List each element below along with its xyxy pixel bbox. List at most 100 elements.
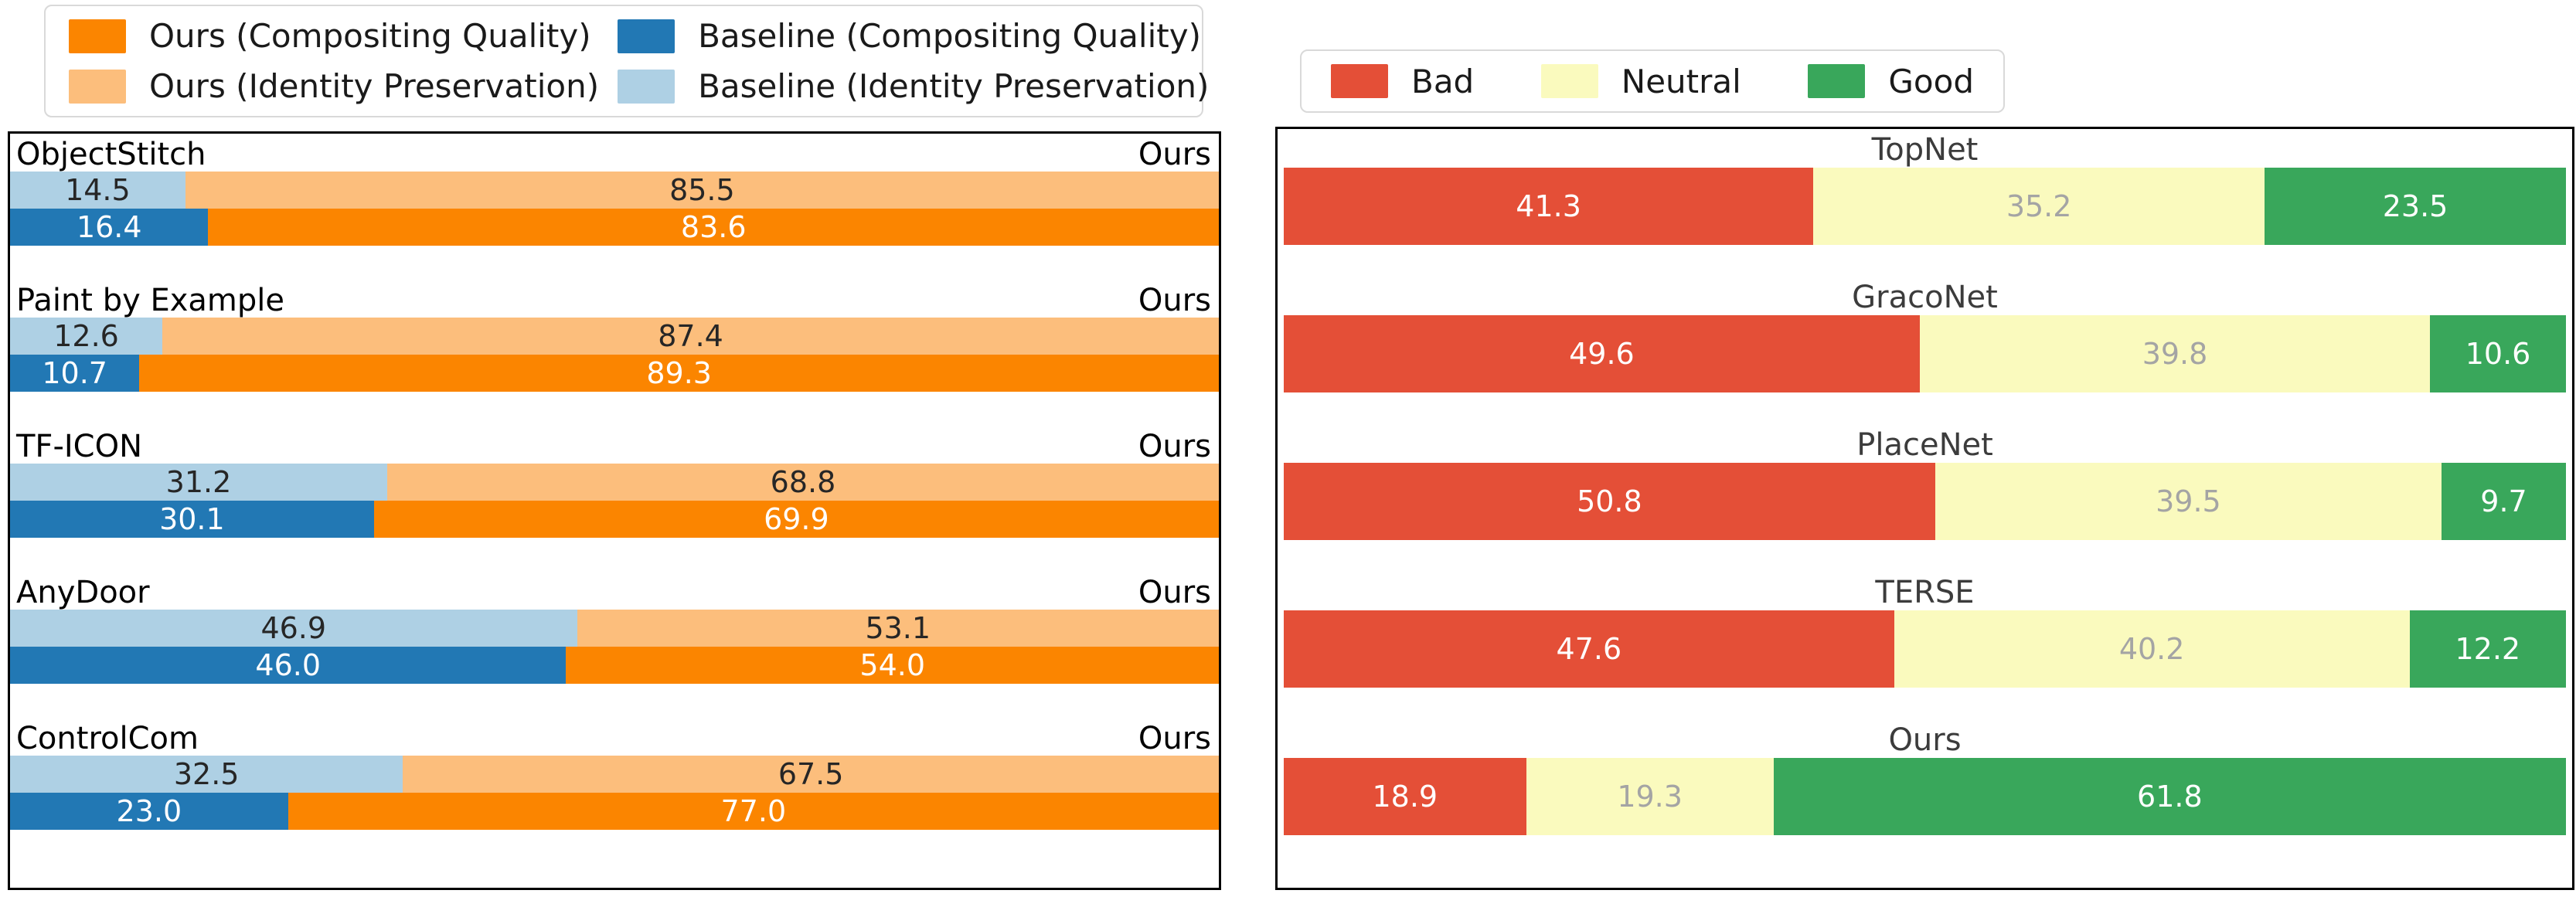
- rating-distribution-chart: TopNet 41.3 35.2 23.5 GracoNet 49.6 39.8 10.6 Pl…: [1275, 127, 2574, 890]
- neutral-segment: 39.8: [1919, 315, 2431, 392]
- legend-label: Neutral: [1621, 62, 1741, 100]
- segment-value: 83.6: [680, 210, 747, 244]
- ours-identity-segment: 68.8: [386, 464, 1219, 501]
- legend-item-good: Good: [1808, 63, 1974, 100]
- baseline-compositing-swatch: [618, 19, 675, 53]
- ours-identity-segment: 53.1: [577, 610, 1219, 647]
- baseline-identity-segment: 31.2: [10, 464, 387, 501]
- segment-value: 68.8: [770, 465, 836, 499]
- rating-group: GracoNet 49.6 39.8 10.6: [1284, 280, 2566, 392]
- identity-preservation-bar: 14.5 85.5: [10, 172, 1219, 209]
- left-chart-legend: Ours (Compositing Quality) Baseline (Com…: [44, 5, 1209, 117]
- ours-identity-segment: 85.5: [185, 172, 1219, 209]
- legend-item-ours-compositing: Ours (Compositing Quality): [69, 17, 599, 55]
- group-title: TERSE: [1875, 575, 1975, 610]
- method-comparison-group: TF-ICON Ours 31.2 68.8 30.1 69.9: [10, 427, 1219, 538]
- method-label: Paint by Example: [16, 283, 285, 318]
- right-chart-legend: Bad Neutral Good: [1300, 49, 2005, 113]
- neutral-segment: 39.5: [1935, 463, 2442, 540]
- rating-group: Ours 18.9 19.3 61.8: [1284, 722, 2566, 835]
- ours-compositing-segment: 83.6: [208, 209, 1219, 246]
- good-segment: 12.2: [2409, 610, 2566, 688]
- segment-value: 14.5: [65, 173, 131, 207]
- bad-segment: 41.3: [1284, 168, 1814, 245]
- segment-value: 85.5: [669, 173, 735, 207]
- segment-value: 12.6: [53, 319, 119, 353]
- compositing-quality-bar: 10.7 89.3: [10, 355, 1219, 392]
- ours-compositing-segment: 54.0: [566, 647, 1219, 684]
- group-header: ObjectStitch Ours: [10, 135, 1219, 172]
- ours-compositing-swatch: [69, 19, 126, 53]
- segment-value: 35.2: [2006, 189, 2072, 223]
- segment-value: 40.2: [2118, 632, 2185, 666]
- bad-swatch: [1331, 64, 1388, 98]
- identity-preservation-bar: 31.2 68.8: [10, 464, 1219, 501]
- segment-value: 69.9: [764, 502, 829, 536]
- segment-value: 61.8: [2137, 780, 2203, 814]
- rating-group: TopNet 41.3 35.2 23.5: [1284, 132, 2566, 245]
- compositing-quality-bar: 16.4 83.6: [10, 209, 1219, 246]
- segment-value: 9.7: [2480, 484, 2527, 518]
- segment-value: 10.7: [42, 356, 107, 390]
- bad-segment: 49.6: [1284, 315, 1920, 392]
- baseline-compositing-segment: 10.7: [10, 355, 140, 392]
- segment-value: 23.0: [116, 794, 182, 828]
- method-label: AnyDoor: [16, 575, 150, 610]
- rating-group: TERSE 47.6 40.2 12.2: [1284, 575, 2566, 688]
- good-segment: 61.8: [1773, 758, 2566, 835]
- method-comparison-group: ControlCom Ours 32.5 67.5 23.0 77.0: [10, 719, 1219, 830]
- ours-identity-segment: 87.4: [162, 318, 1219, 355]
- segment-value: 31.2: [165, 465, 232, 499]
- neutral-segment: 40.2: [1894, 610, 2410, 688]
- legend-label: Ours (Compositing Quality): [149, 17, 591, 55]
- baseline-compositing-segment: 16.4: [10, 209, 209, 246]
- baseline-identity-swatch: [618, 69, 675, 104]
- legend-label: Ours (Identity Preservation): [149, 67, 600, 105]
- legend-item-baseline-compositing: Baseline (Compositing Quality): [618, 17, 1209, 55]
- segment-value: 53.1: [865, 611, 931, 645]
- method-label: ObjectStitch: [16, 137, 206, 172]
- method-comparison-group: AnyDoor Ours 46.9 53.1 46.0 54.0: [10, 573, 1219, 684]
- segment-value: 30.1: [159, 502, 225, 536]
- right-chart-groups: TopNet 41.3 35.2 23.5 GracoNet 49.6 39.8 10.6 Pl…: [1284, 132, 2566, 835]
- ours-label: Ours: [1138, 283, 1211, 318]
- legend-label: Good: [1888, 62, 1974, 100]
- left-chart-groups: ObjectStitch Ours 14.5 85.5 16.4 83.6 Paint by…: [10, 135, 1219, 830]
- baseline-identity-segment: 32.5: [10, 756, 403, 793]
- segment-value: 49.6: [1569, 337, 1635, 371]
- group-title: Ours: [1888, 722, 1962, 758]
- legend-label: Baseline (Identity Preservation): [698, 67, 1210, 105]
- ours-identity-segment: 67.5: [403, 756, 1219, 793]
- segment-value: 50.8: [1577, 484, 1642, 518]
- ours-identity-swatch: [69, 69, 126, 104]
- baseline-identity-segment: 46.9: [10, 610, 577, 647]
- good-segment: 23.5: [2265, 168, 2566, 245]
- segment-value: 32.5: [173, 757, 240, 791]
- segment-value: 18.9: [1372, 780, 1438, 814]
- segment-value: 54.0: [859, 648, 926, 682]
- ours-label: Ours: [1138, 575, 1211, 610]
- segment-value: 46.0: [255, 648, 322, 682]
- baseline-identity-segment: 14.5: [10, 172, 185, 209]
- segment-value: 89.3: [646, 356, 712, 390]
- good-segment: 9.7: [2442, 463, 2566, 540]
- segment-value: 16.4: [76, 210, 142, 244]
- group-header: ControlCom Ours: [10, 719, 1219, 756]
- segment-value: 23.5: [2382, 189, 2448, 223]
- legend-item-ours-identity: Ours (Identity Preservation): [69, 67, 599, 105]
- good-swatch: [1808, 64, 1866, 98]
- rating-bar: 50.8 39.5 9.7: [1284, 463, 2566, 540]
- rating-bar: 49.6 39.8 10.6: [1284, 315, 2566, 392]
- identity-preservation-bar: 32.5 67.5: [10, 756, 1219, 793]
- identity-preservation-bar: 12.6 87.4: [10, 318, 1219, 355]
- segment-value: 41.3: [1516, 189, 1581, 223]
- group-title: PlaceNet: [1856, 427, 1993, 463]
- segment-value: 12.2: [2455, 632, 2521, 666]
- legend-label: Baseline (Compositing Quality): [698, 17, 1201, 55]
- compositing-quality-bar: 30.1 69.9: [10, 501, 1219, 538]
- method-label: TF-ICON: [16, 429, 143, 464]
- segment-value: 67.5: [778, 757, 844, 791]
- segment-value: 47.6: [1556, 632, 1622, 666]
- baseline-compositing-segment: 30.1: [10, 501, 374, 538]
- neutral-segment: 35.2: [1813, 168, 2265, 245]
